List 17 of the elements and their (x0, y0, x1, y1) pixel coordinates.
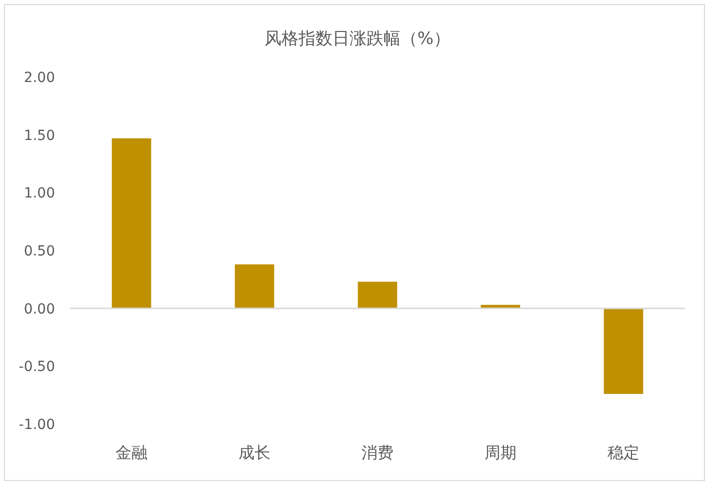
y-tick-label: 0.00 (24, 301, 55, 318)
y-tick-label: 1.50 (24, 128, 55, 144)
bar (112, 138, 152, 308)
x-tick-label: 消费 (362, 443, 394, 462)
y-tick-label: 1.00 (24, 186, 55, 202)
y-tick-label: 0.50 (24, 244, 55, 260)
bar (234, 264, 274, 308)
y-tick-label: -1.00 (18, 417, 55, 433)
x-tick-label: 稳定 (608, 443, 640, 462)
x-tick-label: 金融 (116, 443, 148, 462)
x-tick-label: 成长 (238, 443, 270, 462)
y-tick-label: 2.00 (24, 70, 55, 86)
y-tick-label: -0.50 (18, 359, 55, 376)
x-tick-label: 周期 (484, 443, 516, 462)
bar (358, 282, 398, 308)
bar (604, 308, 644, 394)
chart-title: 风格指数日涨跌幅（%） (264, 29, 451, 49)
